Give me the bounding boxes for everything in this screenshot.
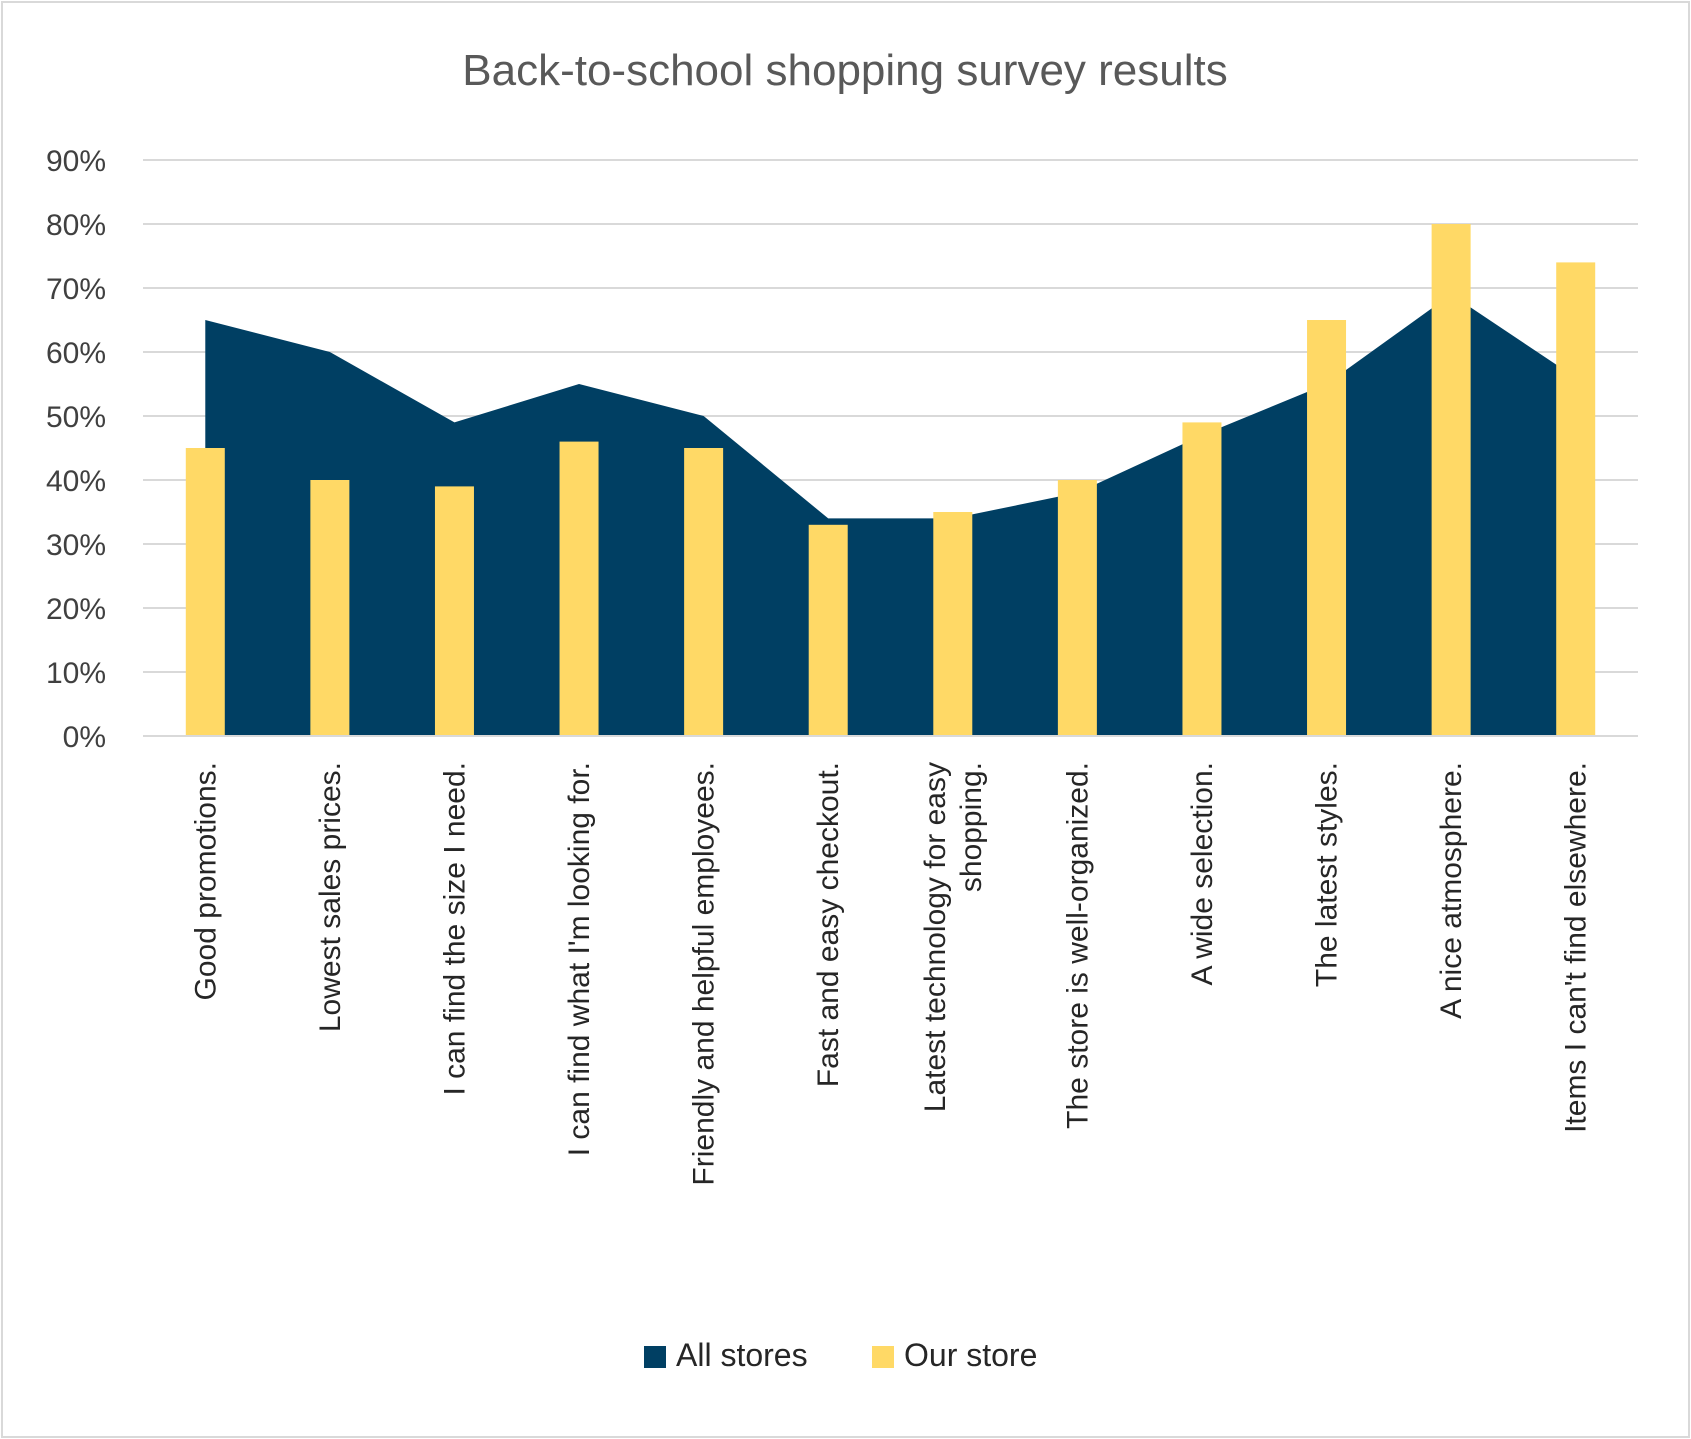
x-category-label: I can find the size I need.	[438, 762, 471, 1096]
x-category-label: A wide selection.	[1186, 762, 1219, 985]
x-category-label-line: Lowest sales prices.	[314, 762, 347, 1032]
legend-swatch	[644, 1346, 666, 1368]
x-category-label-line: The latest styles.	[1311, 762, 1344, 987]
bar-our-store	[933, 512, 973, 736]
x-category-label: I can find what I'm looking for.	[563, 762, 596, 1156]
y-tick-label: 30%	[46, 529, 106, 562]
bar-our-store	[1307, 320, 1347, 736]
x-category-label-line: The store is well-organized.	[1061, 762, 1094, 1129]
bar-our-store	[434, 486, 474, 736]
x-category-label-line: I can find what I'm looking for.	[563, 762, 596, 1156]
y-tick-label: 50%	[46, 401, 106, 434]
y-tick-label: 0%	[63, 721, 106, 754]
bar-series-layer	[185, 224, 1596, 736]
x-category-label: The store is well-organized.	[1061, 762, 1094, 1129]
bar-our-store	[185, 448, 225, 736]
x-category-label: Fast and easy checkout.	[812, 762, 845, 1087]
legend: All stores Our store	[644, 1337, 1037, 1373]
x-category-label-line: shopping.	[955, 762, 988, 892]
legend-label: Our store	[904, 1337, 1037, 1373]
y-tick-label: 40%	[46, 465, 106, 498]
x-category-label-line: Friendly and helpful employees.	[688, 762, 721, 1186]
x-category-label: Items I can't find elsewhere.	[1560, 762, 1593, 1133]
y-tick-label: 20%	[46, 593, 106, 626]
x-category-label-line: A nice atmosphere.	[1435, 762, 1468, 1019]
x-category-label-line: Good promotions.	[189, 762, 222, 1000]
y-tick-label: 10%	[46, 657, 106, 690]
bar-our-store	[310, 480, 350, 736]
area-all-stores	[205, 294, 1576, 736]
x-axis-labels: Good promotions. Lowest sales prices. I ca…	[189, 762, 1592, 1186]
bar-our-store	[1556, 262, 1596, 736]
x-category-label-line: Items I can't find elsewhere.	[1560, 762, 1593, 1133]
bar-our-store	[559, 441, 599, 736]
y-tick-label: 80%	[46, 209, 106, 242]
legend-swatch	[872, 1346, 894, 1368]
x-category-label: Friendly and helpful employees.	[688, 762, 721, 1186]
x-category-label: Lowest sales prices.	[314, 762, 347, 1032]
x-category-label: Good promotions.	[189, 762, 222, 1000]
x-category-label: The latest styles.	[1311, 762, 1344, 987]
x-category-label-line: A wide selection.	[1186, 762, 1219, 985]
bar-our-store	[684, 448, 724, 736]
x-category-label-line: Latest technology for easy	[919, 762, 952, 1112]
legend-label: All stores	[676, 1337, 808, 1373]
bar-our-store	[1182, 422, 1222, 736]
y-tick-label: 90%	[46, 145, 106, 178]
y-tick-label: 60%	[46, 337, 106, 370]
y-tick-label: 70%	[46, 273, 106, 306]
bar-our-store	[808, 524, 848, 736]
bar-our-store	[1057, 480, 1097, 736]
chart-title: Back-to-school shopping survey results	[462, 46, 1227, 95]
y-axis-ticks: 0% 10% 20% 30% 40% 50% 60% 70% 80% 90%	[46, 145, 106, 754]
x-category-label-line: Fast and easy checkout.	[812, 762, 845, 1087]
bar-our-store	[1431, 224, 1471, 736]
x-category-label: Latest technology for easy shopping.	[919, 762, 988, 1112]
x-category-label: A nice atmosphere.	[1435, 762, 1468, 1019]
x-category-label-line: I can find the size I need.	[438, 762, 471, 1096]
